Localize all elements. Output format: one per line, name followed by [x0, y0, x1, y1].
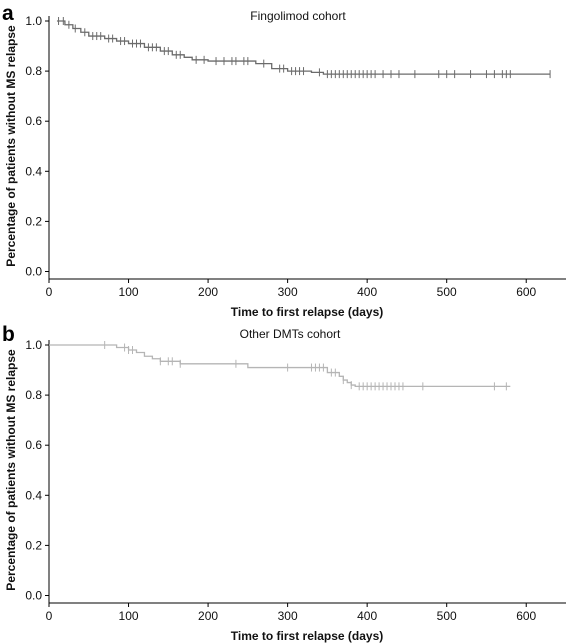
panel-a-y-tick-label: 0.2	[25, 214, 42, 228]
panel-b-y-tick-label: 0.0	[25, 588, 42, 602]
panel-a-y-tick-label: 0.8	[25, 64, 42, 78]
panel-a-x-tick-label: 300	[278, 285, 298, 299]
panel-b-x-tick-label: 200	[198, 609, 218, 623]
panel-b-letter: b	[2, 323, 15, 346]
panel-a-axes: 0 100 200 300 400 500 600 0.0 0.2 0.4 0.6 0.8 1.0	[25, 14, 566, 299]
panel-b-survival-curve	[49, 344, 511, 387]
panel-a: a Fingolimod cohort Percentage of patien…	[2, 2, 566, 319]
panel-b-x-tick-label: 500	[437, 609, 457, 623]
panel-b-x-tick-label: 600	[516, 609, 536, 623]
panel-a-letter: a	[2, 2, 14, 25]
panel-a-x-tick-label: 200	[198, 285, 218, 299]
panel-a-x-tick-label: 500	[437, 285, 457, 299]
panel-b-title: Other DMTs cohort	[240, 327, 341, 341]
panel-b-y-axis-title: Percentage of patients without MS relaps…	[4, 349, 18, 591]
panel-b-plot-area	[49, 341, 511, 391]
panel-a-y-tick-label: 0.0	[25, 264, 42, 278]
panel-a-y-tick-label: 1.0	[25, 14, 42, 28]
panel-a-y-axis-title: Percentage of patients without MS relaps…	[4, 25, 18, 267]
panel-a-x-tick-label: 400	[357, 285, 377, 299]
panel-b-y-tick-label: 0.2	[25, 538, 42, 552]
panel-b-x-tick-label: 100	[119, 609, 139, 623]
panel-a-y-tick-label: 0.6	[25, 114, 42, 128]
panel-b-y-tick-label: 0.4	[25, 488, 42, 502]
panel-b-x-tick-label: 400	[357, 609, 377, 623]
panel-b-y-tick-label: 0.8	[25, 388, 42, 402]
panel-a-y-tick-label: 0.4	[25, 164, 42, 178]
panel-b: b Other DMTs cohort Percentage of patien…	[2, 323, 566, 643]
panel-a-x-tick-label: 100	[119, 285, 139, 299]
panel-a-x-tick-label: 0	[46, 285, 53, 299]
panel-a-title: Fingolimod cohort	[250, 9, 346, 23]
panel-b-axes: 0 100 200 300 400 500 600 0.0 0.2 0.4 0.6 0.8 1.0	[25, 338, 566, 623]
panel-a-survival-curve	[56, 20, 551, 75]
panel-a-x-axis-title: Time to first relapse (days)	[231, 305, 384, 319]
panel-b-x-tick-label: 0	[46, 609, 53, 623]
panel-a-plot-area	[56, 17, 551, 79]
panel-b-y-tick-label: 1.0	[25, 338, 42, 352]
panel-b-x-axis-title: Time to first relapse (days)	[231, 629, 384, 643]
panel-b-y-tick-label: 0.6	[25, 438, 42, 452]
panel-a-x-tick-label: 600	[516, 285, 536, 299]
panel-b-x-tick-label: 300	[278, 609, 298, 623]
